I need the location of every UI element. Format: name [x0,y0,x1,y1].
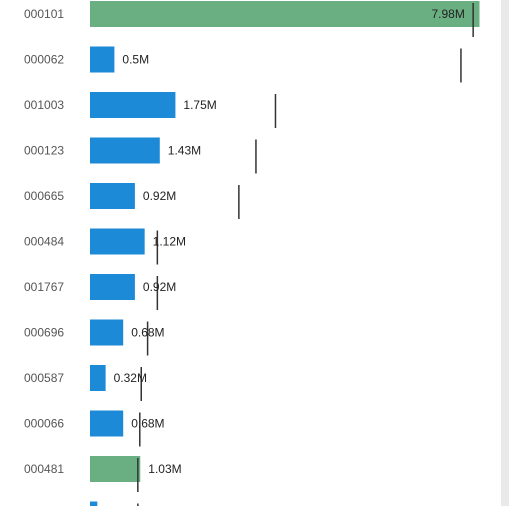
category-label: 000066 [24,417,64,431]
value-label: 1.43M [168,144,201,158]
category-label: 000481 [24,462,64,476]
value-label: 0.68M [131,417,164,431]
category-label: 000696 [24,326,64,340]
category-label: 000101 [24,7,64,21]
value-label: 0.68M [131,326,164,340]
bar[interactable] [90,501,98,506]
right-border [501,0,509,506]
category-label: 000123 [24,144,64,158]
bar[interactable] [90,319,124,346]
bar[interactable] [90,274,135,300]
value-label: 0.32M [114,371,147,385]
category-label: 001767 [24,280,64,294]
value-label: 1.12M [153,235,186,249]
bar[interactable] [90,410,124,437]
bar[interactable] [90,228,145,255]
bar[interactable] [90,92,176,118]
category-label: 000587 [24,371,64,385]
value-label: 1.75M [183,98,216,112]
bar[interactable] [90,46,115,73]
value-label: 0.92M [143,189,176,203]
bar[interactable] [90,1,480,27]
value-label: 0.92M [143,280,176,294]
bar[interactable] [90,137,160,164]
category-label: 000665 [24,189,64,203]
bar[interactable] [90,456,141,482]
value-label: 0.5M [122,53,149,67]
value-label: 7.98M [432,7,465,21]
bar[interactable] [90,365,106,391]
category-label: 000484 [24,235,64,249]
value-label: 1.03M [148,462,181,476]
category-label: 001003 [24,98,64,112]
category-label: 000062 [24,53,64,67]
bar[interactable] [90,183,135,209]
